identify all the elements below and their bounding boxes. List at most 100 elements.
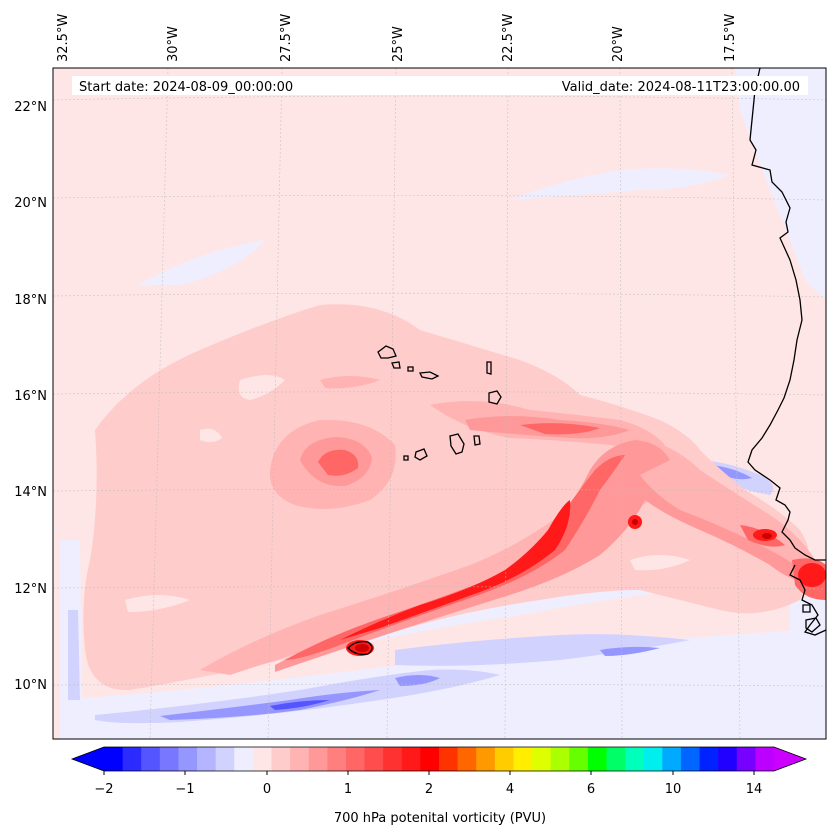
colorbar-tick-label: 14 (746, 782, 763, 797)
colorbar-segment (345, 747, 366, 771)
colorbar-label: 700 hPa potenital vorticity (PVU) (334, 811, 546, 826)
colorbar-over-arrow (774, 747, 806, 771)
pos-max-coast2 (798, 563, 826, 587)
colorbar-segment (215, 747, 235, 771)
neg-strong-blob (395, 675, 440, 686)
colorbar-segment (513, 747, 533, 771)
colorbar-segment (308, 747, 328, 771)
lat-label: 18°N (14, 293, 47, 308)
colorbar-segment (252, 747, 272, 771)
pos-max-band (340, 500, 571, 640)
island-maio (473, 435, 481, 446)
lon-labels: 32.5°W 30°W 27.5°W 25°W 22.5°W 20°W 17.5… (56, 14, 738, 62)
colorbar-ticks: −2 −1 0 1 2 4 6 10 14 (94, 782, 762, 797)
colorbar-segment (290, 747, 310, 771)
colorbar-tick-label: 10 (665, 782, 682, 797)
colorbar-segment (234, 747, 254, 771)
pos-peak-26w (355, 644, 369, 652)
colorbar-segment (699, 747, 719, 771)
neg-core-southband (270, 700, 330, 710)
negative-pv-core (270, 700, 330, 710)
pos-core-ne (520, 423, 600, 435)
colorbar-segment (643, 747, 663, 771)
colorbar-segment (680, 747, 701, 771)
colorbar-segment (401, 747, 421, 771)
colorbar-segment (178, 747, 198, 771)
island-santo-antao (377, 345, 397, 359)
neg-mid-left-strip (68, 610, 80, 700)
pos-core-vortex (318, 449, 359, 476)
pos-peak-coast (762, 533, 772, 539)
island-santiago (449, 433, 465, 455)
map-panel (53, 68, 826, 739)
colorbar-segment (532, 747, 552, 771)
island-brava (403, 455, 409, 461)
colorbar-under-arrow (72, 747, 104, 771)
pos-hole-1 (238, 375, 285, 400)
colorbar-segment (104, 747, 124, 771)
colorbar-segment (476, 747, 496, 771)
title-box (72, 76, 808, 95)
lat-label: 16°N (14, 389, 47, 404)
colorbar-segment (439, 747, 459, 771)
colorbar-segment (550, 747, 570, 771)
island-bijagos-2 (805, 617, 821, 633)
colorbar-tick-label: 6 (587, 782, 595, 797)
lon-label: 30°W (166, 26, 181, 62)
valid-date-label: Valid_date: 2024-08-11T23:00:00.00 (562, 80, 800, 95)
lat-labels: 22°N 20°N 18°N 16°N 14°N 12°N 10°N (14, 100, 47, 693)
neg-strong-band2 (600, 646, 660, 656)
colorbar-segment (494, 747, 514, 771)
colorbar-segment (625, 747, 645, 771)
lat-label: 22°N (14, 100, 47, 115)
colorbar (70, 746, 808, 775)
colorbar-segment (122, 747, 142, 771)
pos-peak-20w (632, 519, 638, 525)
positive-pv-broad (83, 304, 811, 691)
lon-label: 20°W (611, 26, 626, 62)
pos-core-band (285, 455, 625, 660)
positive-pv-peak (355, 519, 772, 652)
island-sao-vicente (391, 361, 401, 369)
start-date-label: Start date: 2024-08-09_00:00:00 (79, 80, 293, 95)
island-bijagos-1 (802, 604, 811, 613)
lat-label: 20°N (14, 196, 47, 211)
colorbar-segment (197, 747, 217, 771)
colorbar-segment (662, 747, 682, 771)
africa-coast-south (789, 564, 826, 636)
colorbar-tick-label: −1 (175, 782, 194, 797)
colorbar-tick-label: 1 (344, 782, 352, 797)
colorbar-tick-label: 4 (506, 782, 514, 797)
lon-label: 27.5°W (279, 14, 294, 62)
island-sal (486, 361, 492, 375)
colorbar-segment (159, 747, 179, 771)
lon-label: 22.5°W (501, 14, 516, 62)
lon-label: 32.5°W (56, 14, 71, 62)
island-santa-luzia (407, 366, 414, 372)
neg-area-far-east (790, 595, 826, 739)
island-fogo (414, 448, 428, 461)
pos-broad-main (83, 304, 811, 691)
neg-area-ne (735, 68, 826, 300)
colorbar-segment (383, 747, 403, 771)
colorbar-segment (364, 747, 384, 771)
colorbar-segment (606, 747, 626, 771)
colorbar-tick-label: −2 (94, 782, 113, 797)
colorbar-segment (420, 747, 440, 771)
coastlines (347, 68, 826, 656)
island-26w-contour (347, 640, 373, 656)
island-boa-vista (488, 390, 502, 405)
negative-pv-strong (160, 465, 752, 720)
colorbar-tick-label: 0 (263, 782, 271, 797)
positive-pv-holes (125, 375, 690, 612)
pos-hole-3 (125, 595, 190, 612)
colorbar-segment (327, 747, 347, 771)
lat-label: 12°N (14, 582, 47, 597)
colorbar-segment (718, 747, 738, 771)
map-frame (52, 67, 827, 740)
colorbar-segment (271, 747, 291, 771)
pos-hole-4 (630, 555, 690, 571)
colorbar-tick-label: 2 (425, 782, 433, 797)
africa-coast (747, 68, 826, 561)
